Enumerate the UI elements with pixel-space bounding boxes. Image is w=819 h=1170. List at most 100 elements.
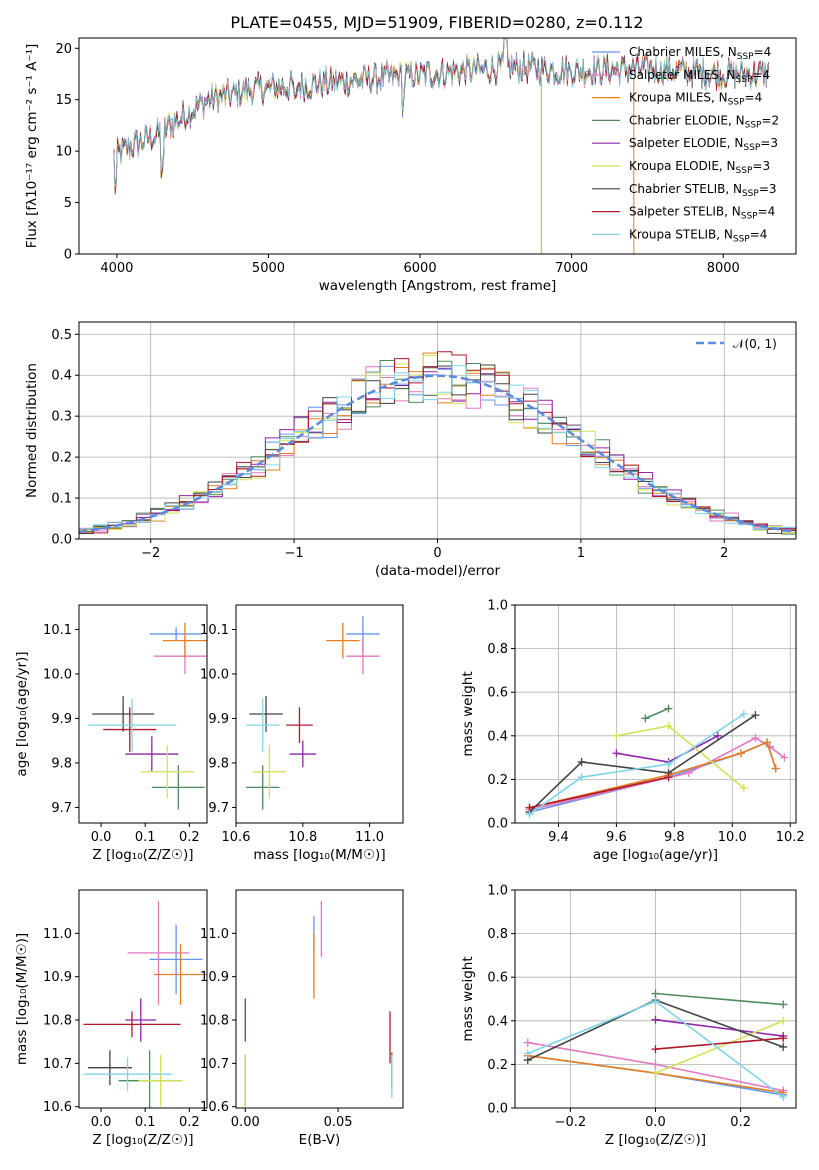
x-axis-label: age [log₁₀(age/yr)] [593,847,718,863]
weight-point [651,1015,660,1024]
x-tick-label: 9.6 [606,830,627,845]
normal-reference-curve [79,374,796,534]
weight-point [577,757,586,766]
weight-point [751,733,760,742]
y-tick-label: 0.4 [487,729,508,744]
y-tick-label: 20 [55,42,72,57]
y-tick-label: 9.7 [51,801,72,816]
x-tick-label: 6000 [404,261,437,276]
legend-entry: Chabrier MILES, NSSP=4 [629,45,771,62]
errorbar-kroupa-miles [154,944,207,1005]
errorbar-kroupa-miles [326,622,360,659]
y-tick-label: 1.0 [487,884,508,899]
weight-series-kroupa-stelib [523,997,788,1102]
plot-area [523,989,788,1102]
x-tick-label: 10.6 [222,830,251,845]
chart-weight-vs-age: 9.4 9.6 9.8 10.0 10.2 0.0 0.2 0.4 0.6 0.8 1.0 age [… [460,599,805,864]
plot-area [113,38,770,254]
y-tick-label: 9.7 [208,801,229,816]
y-tick-label: 10.8 [200,1014,229,1029]
plot-frame [514,889,797,1109]
weight-point [651,1060,660,1069]
y-tick-label: 9.9 [208,712,229,727]
errorbar-chabrier-miles [149,627,203,641]
y-tick-label: 0.0 [487,817,508,832]
y-axis-label: mass weight [460,671,476,756]
errorbar-salpeter-stelib [286,707,313,743]
weight-point [577,773,586,782]
x-tick-label: 0.2 [179,1115,200,1130]
plot-area [244,900,393,1107]
y-axis-label: mass weight [460,956,476,1041]
y-tick-label: 9.9 [51,712,72,727]
x-tick-label: −0.2 [555,1115,587,1130]
weight-point [780,753,789,762]
errorbar-salpeter-elodie [125,998,157,1042]
y-tick-label: 0.6 [487,971,508,986]
y-tick-label: 9.8 [51,756,72,771]
weight-point [739,784,748,793]
plot-frame [78,37,797,255]
y-axis-label: Normed distribution [24,363,40,498]
x-tick-label: 4000 [100,261,133,276]
weight-point [736,749,745,758]
x-tick-label: 2 [720,546,728,561]
x-axis-label: Z [log₁₀(Z/Z☉)] [605,1132,706,1148]
y-tick-label: 0.2 [487,773,508,788]
y-tick-label: 0.3 [51,410,72,425]
weight-point [612,731,621,740]
y-tick-label: 5 [64,196,72,211]
x-axis-label: Z [log₁₀(Z/Z☉)] [92,847,193,863]
weight-point [779,1042,788,1051]
y-axis-label: Flux [fλ10⁻¹⁷ erg cm⁻² s⁻¹ A⁻¹] [24,44,40,249]
legend-entry: Salpeter MILES, NSSP=4 [629,68,770,85]
legend-entry: 𝒩(0, 1) [733,337,777,351]
y-tick-label: 0.8 [487,927,508,942]
x-axis-label: (data-model)/error [375,563,501,579]
weight-point [664,721,673,730]
y-tick-label: 11.0 [200,927,229,942]
weight-point [612,749,621,758]
errorbar-chabrier-elodie [151,765,205,810]
weight-series-kroupa-elodie [612,721,748,793]
plot-frame [514,604,797,824]
x-tick-label: 7000 [555,261,588,276]
y-tick-label: 10.7 [200,1057,229,1072]
chart-age-vs-mass: 10.6 10.8 11.0 9.7 9.8 9.9 10.0 10.1 mass [log₁₀… [200,604,404,863]
weight-point [523,1038,532,1047]
y-tick-label: 10.6 [43,1100,72,1115]
weight-point [779,1000,788,1009]
weight-point [664,773,673,782]
errorbar-chabrier-elodie [246,765,280,810]
weight-point [641,714,650,723]
y-tick-label: 15 [55,93,72,108]
errorbar-salpeter-elodie [289,740,317,768]
weight-series-salpeter-miles [525,733,789,814]
y-tick-label: 10.6 [200,1100,229,1115]
y-tick-label: 0.4 [487,1014,508,1029]
chart-weight-vs-metallicity: −0.2 0.0 0.2 0.0 0.2 0.4 0.6 0.8 1.0 Z [log₁₀(Z/Z… [460,884,797,1148]
y-tick-label: 0.2 [487,1058,508,1073]
weight-point [651,1069,660,1078]
errorbar-salpeter-miles [127,900,190,1005]
x-tick-label: −2 [141,546,160,561]
errorbar-kroupa-elodie [138,1054,183,1107]
errorbar-kroupa-elodie [252,745,287,799]
chart-residuals: −2 −1 0 1 2 0.0 0.1 0.2 0.3 0.4 0.5 (data-model)/er… [24,321,797,579]
x-tick-label: 9.4 [548,830,569,845]
x-tick-label: −1 [285,546,304,561]
errorbar-salpeter-elodie [125,736,179,772]
weight-point [651,1045,660,1054]
x-tick-label: 10.2 [776,830,805,845]
errorbar-kroupa-stelib [87,698,177,752]
x-tick-label: 0.0 [645,1115,666,1130]
spectrum-legend: Chabrier MILES, NSSP=4 Salpeter MILES, NS… [592,45,779,244]
legend-entry: Chabrier STELIB, NSSP=3 [629,182,777,199]
y-tick-label: 0.1 [51,492,72,507]
weight-point [751,711,760,720]
x-tick-label: 1 [577,546,585,561]
y-tick-label: 0.8 [487,642,508,657]
y-tick-label: 11.0 [43,927,72,942]
x-tick-label: 10.8 [288,830,317,845]
